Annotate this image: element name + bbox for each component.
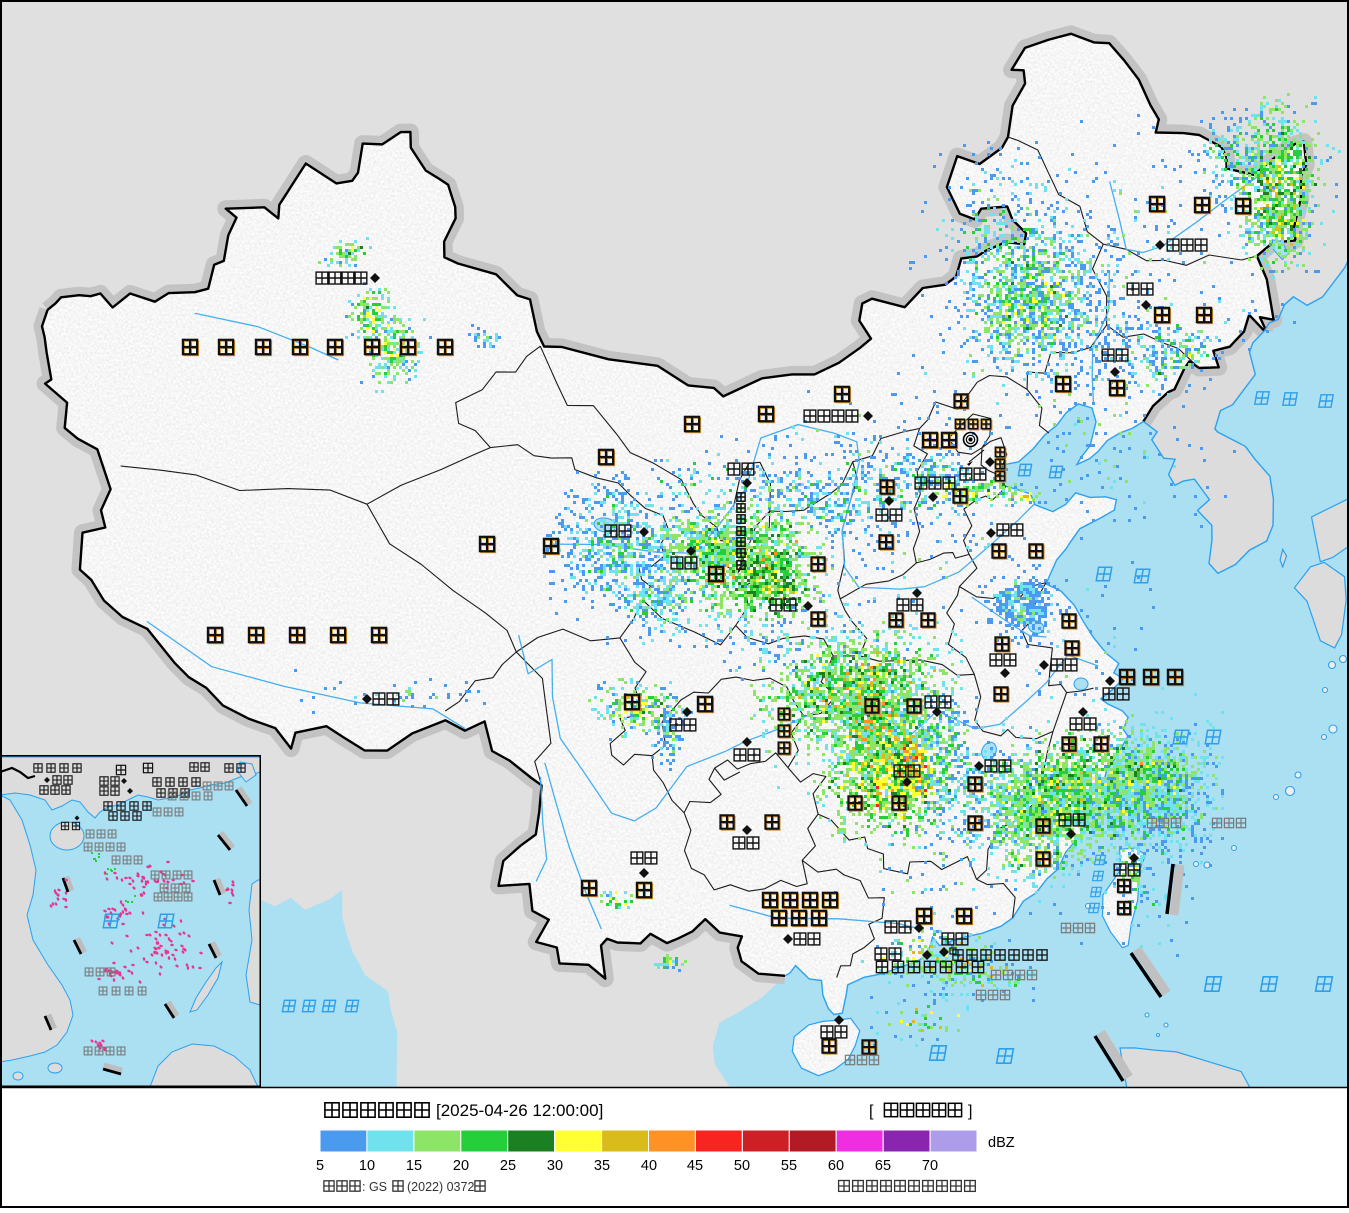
svg-text:45: 45 <box>687 1158 703 1174</box>
svg-text:[2025-04-26 12:00:00]: [2025-04-26 12:00:00] <box>436 1101 603 1120</box>
svg-text:dBZ: dBZ <box>988 1135 1015 1151</box>
svg-text:15: 15 <box>406 1158 422 1174</box>
svg-text:: GS: : GS <box>362 1180 387 1194</box>
svg-text:65: 65 <box>875 1158 891 1174</box>
svg-text:]: ] <box>968 1103 972 1120</box>
svg-text:5: 5 <box>316 1158 324 1174</box>
svg-text:40: 40 <box>641 1158 657 1174</box>
svg-text:[: [ <box>869 1103 874 1120</box>
svg-text:50: 50 <box>734 1158 750 1174</box>
svg-text:(2022) 0372: (2022) 0372 <box>407 1180 474 1194</box>
svg-text:25: 25 <box>500 1158 516 1174</box>
svg-text:70: 70 <box>922 1158 938 1174</box>
svg-text:30: 30 <box>547 1158 563 1174</box>
svg-text:35: 35 <box>594 1158 610 1174</box>
svg-text:60: 60 <box>828 1158 844 1174</box>
svg-text:55: 55 <box>781 1158 797 1174</box>
svg-text:10: 10 <box>359 1158 375 1174</box>
svg-text:20: 20 <box>453 1158 469 1174</box>
